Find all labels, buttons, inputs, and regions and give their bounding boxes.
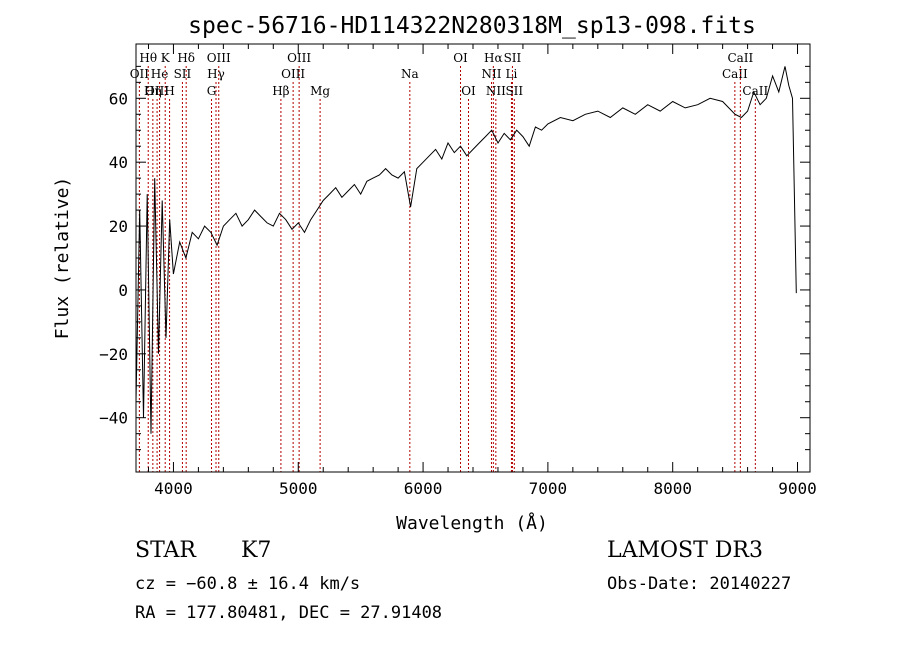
line-marker-label: Hβ xyxy=(272,84,289,98)
line-marker-label: SII xyxy=(504,51,522,65)
line-marker-label: Li xyxy=(506,67,518,81)
y-tick-label: 20 xyxy=(109,217,128,236)
chart-title: spec-56716-HD114322N280318M_sp13-098.fit… xyxy=(188,13,756,39)
line-marker-label: Hθ xyxy=(139,51,157,65)
x-tick-label: 9000 xyxy=(778,479,817,498)
line-marker-label: G xyxy=(207,84,217,98)
observation-date: Obs-Date: 20140227 xyxy=(607,574,792,594)
line-marker-label: Hα xyxy=(484,51,503,65)
y-tick-label: −20 xyxy=(99,345,128,364)
y-tick-label: 0 xyxy=(118,281,128,300)
x-tick-label: 6000 xyxy=(404,479,443,498)
survey-name: LAMOST DR3 xyxy=(607,538,763,563)
x-tick-label: 5000 xyxy=(279,479,318,498)
line-marker-label: CaII xyxy=(727,51,753,65)
line-marker-label: Mg xyxy=(310,84,330,98)
line-marker-label: OIII xyxy=(287,51,311,65)
spectral-class: K7 xyxy=(241,538,272,563)
line-marker-label: OI xyxy=(461,84,476,98)
line-marker-label: CaII xyxy=(742,84,768,98)
line-marker-label: OIII xyxy=(145,84,169,98)
line-marker-label: OII xyxy=(130,67,150,81)
object-type: STAR xyxy=(135,538,196,563)
line-marker-label: NII xyxy=(481,67,501,81)
line-marker-label: K xyxy=(161,51,171,65)
flux-series-line xyxy=(135,66,797,434)
line-marker-label: CaII xyxy=(722,67,748,81)
x-tick-label: 8000 xyxy=(653,479,692,498)
line-marker-label: Hγ xyxy=(207,67,225,81)
x-tick-label: 4000 xyxy=(154,479,193,498)
line-marker-label: SII xyxy=(174,67,192,81)
line-marker-label: Hη xyxy=(144,84,162,98)
axis-ticks: 4000 5000 6000 7000 8000 9000 −40 −20 0 20 40 60 xyxy=(99,44,817,498)
ra-dec-coordinates: RA = 177.80481, DEC = 27.91408 xyxy=(135,603,443,623)
line-marker-label: SII xyxy=(505,84,523,98)
line-marker-label: Na xyxy=(401,67,419,81)
plot-area xyxy=(135,43,811,473)
line-marker-label: NII xyxy=(486,84,506,98)
line-marker-label: Hδ xyxy=(177,51,195,65)
x-axis-label: Wavelength (Å) xyxy=(396,512,548,534)
line-marker-label: He xyxy=(151,67,169,81)
y-tick-label: 40 xyxy=(109,153,128,172)
line-marker-label: OI xyxy=(453,51,468,65)
y-tick-label: −40 xyxy=(99,409,128,428)
y-tick-label: 60 xyxy=(109,89,128,108)
line-marker-label: H xyxy=(164,84,174,98)
plot-frame xyxy=(135,43,811,473)
line-marker-label: OIII xyxy=(281,67,305,81)
line-marker-label: OIII xyxy=(207,51,231,65)
redshift-cz: cz = −60.8 ± 16.4 km/s xyxy=(135,574,361,594)
x-tick-label: 7000 xyxy=(529,479,568,498)
y-axis-label: Flux (relative) xyxy=(52,177,73,340)
